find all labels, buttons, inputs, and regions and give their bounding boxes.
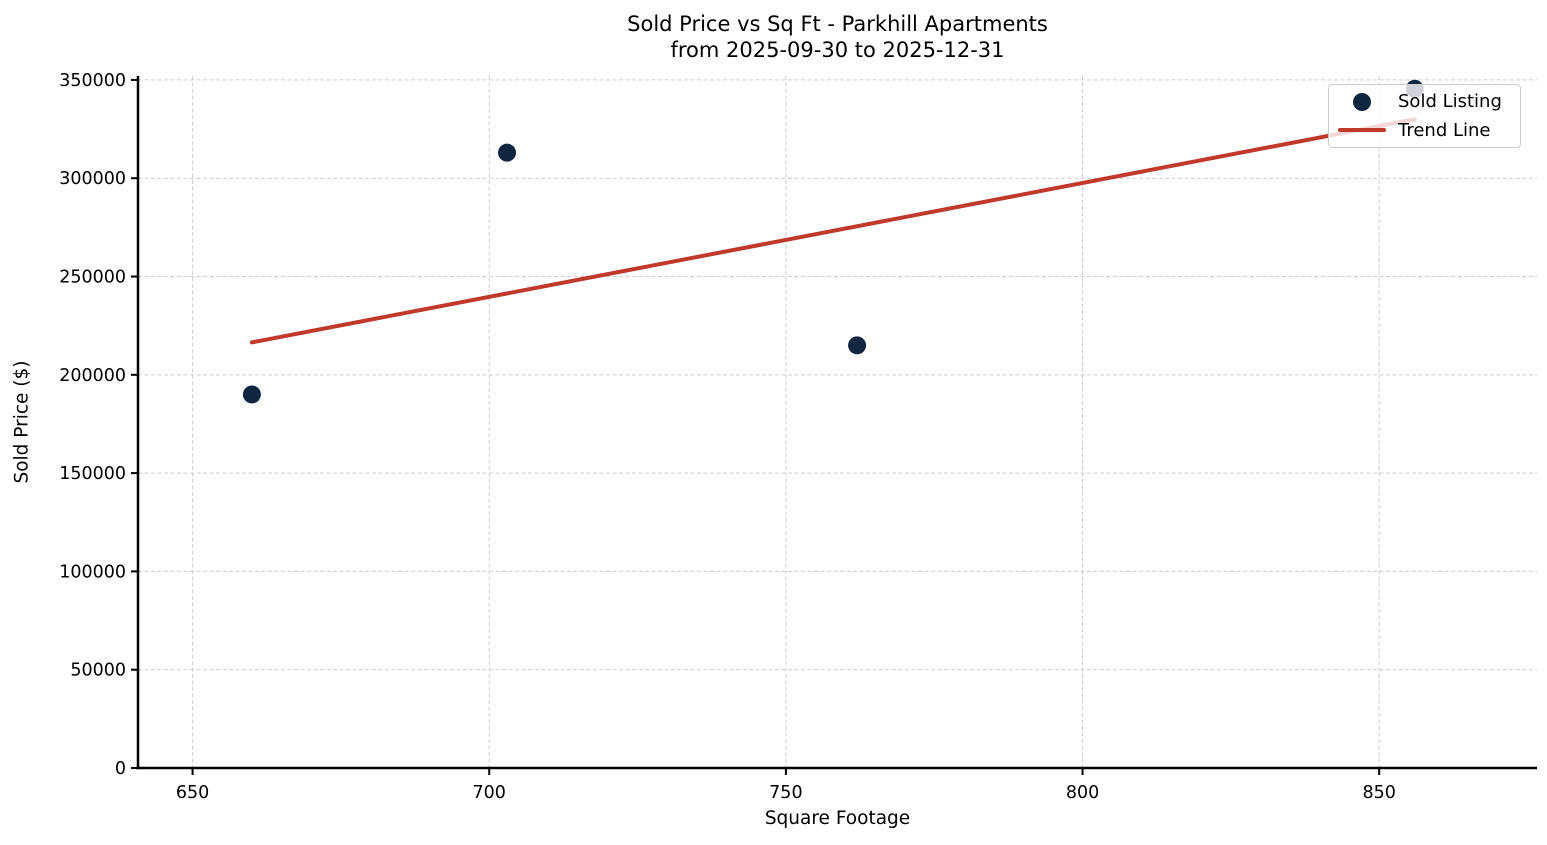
y-axis-label: Sold Price ($) (11, 360, 33, 484)
x-tick-label: 650 (176, 783, 209, 803)
y-tick-label: 200000 (59, 366, 126, 386)
trend-line (249, 117, 1417, 345)
legend-marker-box (1329, 128, 1395, 133)
legend-item-sold-listing: Sold Listing (1329, 88, 1520, 115)
chart-title: Sold Price vs Sq Ft - Parkhill Apartment… (627, 12, 1048, 36)
y-tick-label: 0 (115, 759, 126, 779)
x-tick-label: 750 (769, 783, 802, 803)
x-tick-label: 850 (1362, 783, 1395, 803)
x-tick-label: 800 (1066, 783, 1099, 803)
y-tick-label: 100000 (59, 562, 126, 582)
y-tick-label: 250000 (59, 268, 126, 288)
legend-line-marker-icon (1338, 128, 1386, 133)
legend-label-trend-line: Trend Line (1398, 119, 1491, 141)
legend: Sold Listing Trend Line (1328, 84, 1521, 148)
legend-scatter-marker-icon (1353, 92, 1371, 111)
y-tick-label: 50000 (70, 661, 126, 681)
scatter-point (498, 143, 517, 162)
x-axis-label: Square Footage (764, 808, 911, 829)
x-tick-label: 700 (473, 783, 506, 803)
scatter-point (242, 385, 261, 404)
chart-title-block: Sold Price vs Sq Ft - Parkhill Apartment… (138, 11, 1537, 63)
legend-marker-box (1329, 92, 1395, 111)
legend-label-sold-listing: Sold Listing (1398, 91, 1502, 113)
scatter-point (848, 336, 867, 355)
y-tick-label: 300000 (59, 169, 126, 189)
y-tick-label: 350000 (59, 71, 126, 91)
y-tick-label: 150000 (59, 464, 126, 484)
legend-item-trend-line: Trend Line (1329, 117, 1520, 144)
chart-subtitle: from 2025-09-30 to 2025-12-31 (670, 38, 1005, 62)
